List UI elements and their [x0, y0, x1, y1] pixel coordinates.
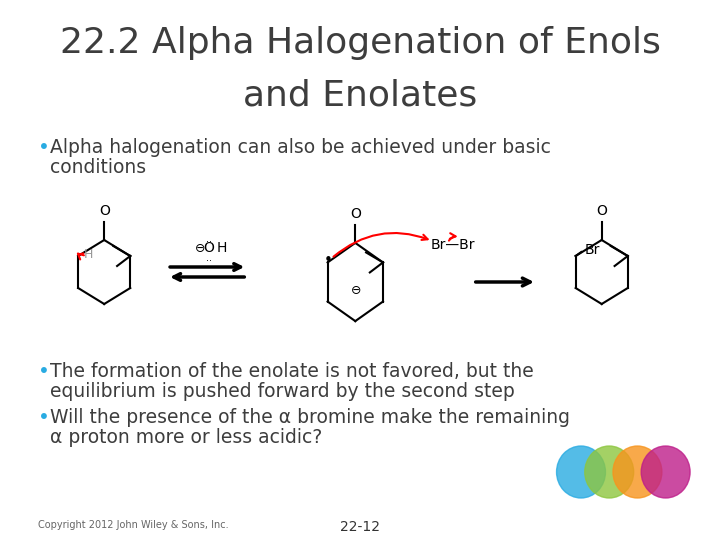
Circle shape [557, 446, 606, 498]
Text: conditions: conditions [50, 158, 145, 177]
Text: ··: ·· [206, 256, 212, 266]
Text: Alpha halogenation can also be achieved under basic: Alpha halogenation can also be achieved … [50, 138, 551, 157]
Text: O: O [203, 241, 214, 255]
Text: ··: ·· [206, 237, 212, 247]
Text: O: O [99, 204, 109, 218]
Text: and Enolates: and Enolates [243, 78, 477, 112]
Text: Will the presence of the α bromine make the remaining: Will the presence of the α bromine make … [50, 408, 570, 427]
Text: •: • [324, 253, 333, 268]
Text: H: H [84, 247, 93, 260]
Text: Br—Br: Br—Br [431, 238, 475, 252]
Text: O: O [350, 207, 361, 221]
Text: The formation of the enolate is not favored, but the: The formation of the enolate is not favo… [50, 362, 534, 381]
Text: O: O [596, 204, 607, 218]
Circle shape [585, 446, 634, 498]
Text: •: • [38, 362, 50, 381]
Text: α proton more or less acidic?: α proton more or less acidic? [50, 428, 322, 447]
Text: H: H [217, 241, 228, 255]
Text: $\ominus$: $\ominus$ [350, 284, 361, 296]
Circle shape [613, 446, 662, 498]
Text: $\ominus$: $\ominus$ [194, 241, 204, 254]
Text: Copyright 2012 John Wiley & Sons, Inc.: Copyright 2012 John Wiley & Sons, Inc. [38, 520, 229, 530]
Text: •: • [38, 138, 50, 157]
Circle shape [642, 446, 690, 498]
Text: Br: Br [585, 243, 600, 257]
Text: 22.2 Alpha Halogenation of Enols: 22.2 Alpha Halogenation of Enols [60, 26, 660, 60]
Text: 22-12: 22-12 [340, 520, 380, 534]
Text: •: • [38, 408, 50, 427]
Text: equilibrium is pushed forward by the second step: equilibrium is pushed forward by the sec… [50, 382, 514, 401]
